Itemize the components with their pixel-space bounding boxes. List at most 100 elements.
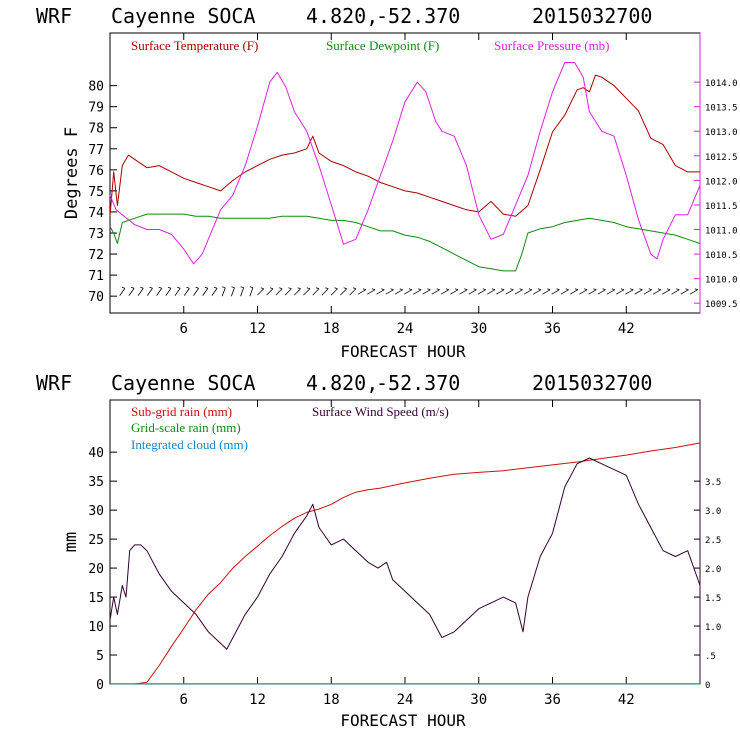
wind-barb-flag bbox=[390, 288, 394, 291]
y2-tick-label: 1009.5 bbox=[705, 300, 738, 310]
wind-barb bbox=[597, 289, 606, 295]
y2-tick-label: 3.0 bbox=[705, 507, 721, 517]
wind-barb-flag bbox=[297, 287, 301, 290]
wind-barb bbox=[542, 289, 551, 295]
y-tick-label: 5 bbox=[96, 649, 104, 664]
y2-tick-label: 1011.5 bbox=[705, 202, 738, 212]
wind-barb bbox=[505, 289, 514, 295]
y-tick-label: 0 bbox=[96, 678, 104, 693]
wind-barb bbox=[330, 288, 338, 296]
wind-barb bbox=[321, 288, 329, 296]
wind-barb bbox=[680, 289, 689, 295]
x-tick-label: 24 bbox=[397, 692, 414, 708]
series-line-3 bbox=[109, 62, 701, 265]
wind-barb-flag bbox=[249, 286, 254, 289]
y2-tick-label: 0 bbox=[705, 681, 710, 691]
y-tick-label: 40 bbox=[88, 446, 104, 461]
x-axis-label: FORECAST HOUR bbox=[340, 711, 466, 730]
x-axis-label: FORECAST HOUR bbox=[340, 342, 466, 361]
y-tick-label: 80 bbox=[88, 80, 104, 95]
wind-barb-flag bbox=[473, 288, 477, 291]
wind-barb-flag bbox=[408, 288, 413, 291]
wind-barb-flag bbox=[222, 286, 226, 289]
y-tick-label: 70 bbox=[88, 290, 104, 305]
wind-barb bbox=[422, 289, 431, 295]
wind-barb-flag bbox=[140, 286, 144, 289]
wind-barb-flag bbox=[418, 288, 422, 291]
wind-barb-flag bbox=[362, 288, 367, 291]
wind-barb bbox=[340, 288, 348, 296]
y2-tick-label: .5 bbox=[705, 652, 716, 662]
legend-entry: Integrated cloud (mm) bbox=[131, 437, 248, 452]
wind-barb bbox=[662, 289, 671, 295]
wind-barb-flag bbox=[231, 286, 235, 289]
x-tick-label: 30 bbox=[470, 692, 487, 708]
wind-barb-flag bbox=[593, 288, 597, 291]
wind-barb-flag bbox=[556, 288, 560, 291]
wind-barb-flag bbox=[454, 288, 459, 291]
wind-barb bbox=[376, 289, 385, 295]
y-tick-label: 73 bbox=[88, 227, 104, 242]
y2-tick-label: 1012.0 bbox=[705, 177, 738, 187]
wind-barb bbox=[293, 288, 301, 296]
y2-tick-label: 1011.0 bbox=[705, 226, 738, 236]
y2-tick-label: 1010.5 bbox=[705, 251, 738, 261]
wind-barb bbox=[606, 289, 615, 295]
y-axis-label: mm bbox=[61, 532, 81, 552]
wind-barb bbox=[643, 289, 652, 295]
wind-barb-flag bbox=[325, 287, 329, 290]
wind-barb bbox=[394, 289, 403, 295]
wind-barb bbox=[249, 287, 254, 297]
y-tick-label: 72 bbox=[88, 248, 104, 263]
series-line-4 bbox=[109, 457, 701, 650]
wind-barb-flag bbox=[694, 288, 698, 291]
header-run: 2015032700 bbox=[532, 4, 652, 28]
x-tick-label: 42 bbox=[618, 692, 635, 708]
wind-barb bbox=[119, 288, 126, 296]
wind-barb-flag bbox=[620, 288, 625, 291]
header-run: 2015032700 bbox=[532, 371, 652, 395]
x-tick-label: 18 bbox=[323, 321, 340, 337]
wind-barb bbox=[165, 288, 172, 296]
wind-barb bbox=[486, 289, 496, 295]
y-tick-label: 25 bbox=[88, 533, 104, 548]
wind-barb-flag bbox=[528, 288, 532, 291]
wind-barb bbox=[523, 289, 533, 295]
x-tick-label: 18 bbox=[323, 692, 340, 708]
wind-barb-flag bbox=[685, 288, 689, 291]
legend-entry: Surface Dewpoint (F) bbox=[326, 38, 439, 53]
y-tick-label: 15 bbox=[88, 591, 104, 606]
header-lon: -52.370 bbox=[376, 371, 460, 395]
wind-barb bbox=[385, 289, 394, 295]
wind-barb-flag bbox=[167, 286, 172, 289]
header-lon: -52.370 bbox=[376, 4, 460, 28]
wind-barb bbox=[357, 289, 367, 295]
wind-barb bbox=[579, 289, 588, 295]
wind-barb bbox=[689, 289, 698, 295]
wind-barb bbox=[496, 289, 505, 295]
wind-barb bbox=[403, 289, 413, 295]
wind-barb-flag bbox=[315, 287, 320, 290]
wind-barb-flag bbox=[195, 286, 199, 289]
header-station: Cayenne SOCA bbox=[111, 371, 256, 395]
wind-barb-flag bbox=[186, 286, 190, 289]
series-line-2 bbox=[109, 213, 701, 272]
wind-barb-flag bbox=[565, 288, 569, 291]
series-line-1 bbox=[110, 442, 701, 685]
wind-barb bbox=[459, 289, 468, 295]
y-tick-label: 77 bbox=[88, 143, 104, 158]
x-tick-label: 24 bbox=[397, 321, 414, 337]
wind-barb-flag bbox=[482, 288, 486, 291]
y-axis-label: Degrees F bbox=[62, 127, 82, 219]
x-tick-label: 30 bbox=[470, 321, 487, 337]
wind-barb-flag bbox=[537, 288, 542, 291]
wind-barb-flag bbox=[288, 287, 292, 290]
wind-barb-flag bbox=[676, 288, 680, 291]
wind-barb bbox=[257, 288, 265, 296]
wind-barb bbox=[303, 288, 311, 296]
wind-barb-flag bbox=[574, 288, 579, 291]
wind-barb bbox=[450, 289, 459, 295]
wind-barb-flag bbox=[204, 286, 208, 289]
wind-barb-flag bbox=[381, 288, 385, 291]
legend-entry: Surface Pressure (mb) bbox=[494, 38, 610, 53]
